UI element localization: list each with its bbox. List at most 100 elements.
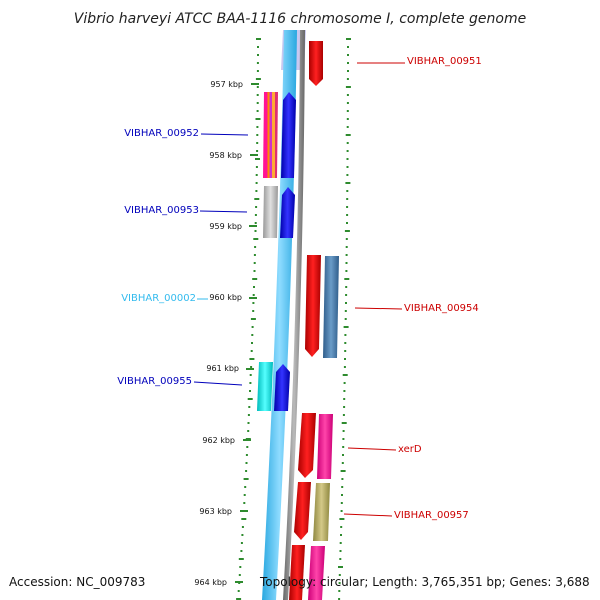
scale-dot — [238, 558, 244, 560]
gene-labels: VIBHAR_00951 VIBHAR_00952 VIBHAR_00953 V… — [117, 56, 482, 521]
scale-dot — [343, 406, 346, 408]
label-vibhar-00954[interactable]: VIBHAR_00954 — [404, 303, 479, 314]
scale-dot — [252, 310, 255, 312]
gene-xerd-box[interactable] — [317, 414, 333, 479]
scale-dot — [239, 566, 242, 568]
gene-vibhar-00954-arrow[interactable] — [305, 255, 321, 357]
scale-dot — [339, 518, 345, 520]
scale-dot — [252, 302, 255, 304]
scale-dot — [247, 414, 250, 416]
gene-vibhar-00951[interactable] — [309, 41, 323, 86]
gene-vibhar-00952-box[interactable] — [263, 92, 278, 178]
scale-dot — [256, 38, 261, 40]
label-vibhar-00002[interactable]: VIBHAR_00002 — [121, 293, 196, 304]
scale-dot — [346, 158, 349, 160]
gene-vibhar-00953-box[interactable] — [263, 186, 278, 238]
scale-dot — [340, 502, 343, 504]
gene-bottom-red[interactable] — [289, 545, 305, 600]
gene-xerd-arrow[interactable] — [298, 413, 316, 478]
gene-vibhar-00953-arrow[interactable] — [280, 187, 295, 238]
scale-dot — [256, 110, 259, 112]
gene-bottom-magenta[interactable] — [308, 546, 325, 600]
tick-label: 957 kbp — [210, 80, 243, 89]
scale-dot — [339, 558, 342, 560]
scale-dot — [255, 206, 258, 208]
scale-dot — [346, 206, 349, 208]
scale-dot — [342, 430, 345, 432]
scale-dot — [342, 438, 345, 440]
scale-dot — [256, 134, 259, 136]
scale-dot — [343, 390, 346, 392]
scale-dot — [257, 46, 259, 48]
scale-dot — [256, 126, 259, 128]
scale-dot — [346, 190, 349, 192]
scale-dot — [345, 294, 348, 296]
scale-dot — [346, 174, 349, 176]
scale-dot — [247, 430, 250, 432]
scale-dot — [345, 302, 347, 304]
scale-dot — [344, 342, 347, 344]
scale-dot — [256, 62, 259, 64]
leader-line — [347, 447, 397, 451]
scale-dot — [241, 526, 244, 528]
label-vibhar-00955[interactable]: VIBHAR_00955 — [117, 376, 192, 387]
scale-dot — [256, 150, 259, 152]
label-vibhar-00953[interactable]: VIBHAR_00953 — [124, 205, 199, 216]
scale-dot — [340, 526, 343, 528]
map-title: Vibrio harveyi ATCC BAA-1116 chromosome … — [74, 11, 526, 27]
scale-dot — [256, 86, 259, 88]
scale-dot — [341, 462, 344, 464]
scale-dot — [342, 446, 345, 448]
tick-label: 961 kbp — [206, 364, 239, 373]
label-xerd[interactable]: xerD — [398, 444, 422, 455]
scale-dot — [252, 294, 255, 296]
scale-dot — [243, 478, 249, 480]
gene-vibhar-00955-box[interactable] — [257, 362, 273, 411]
scale-dot — [338, 566, 343, 568]
scale-dot — [247, 398, 253, 400]
scale-dot — [251, 326, 254, 328]
scale-dot — [248, 406, 251, 408]
scale-dot — [346, 166, 349, 168]
leader-line — [199, 210, 248, 213]
scale-dot — [347, 54, 349, 56]
scale-dot — [346, 38, 351, 40]
scale-dot — [346, 214, 349, 216]
gene-vibhar-00952-arrow[interactable] — [281, 92, 296, 178]
scale-dot — [343, 382, 346, 384]
scale-dot — [346, 150, 349, 152]
tick-label: 963 kbp — [199, 507, 232, 516]
scale-dot — [250, 318, 256, 320]
gene-vibhar-00955-arrow[interactable] — [274, 364, 290, 411]
scale-dot — [252, 278, 258, 280]
scale-dot — [250, 366, 253, 368]
gene-features — [257, 41, 339, 600]
scale-dot — [344, 350, 347, 352]
scale-dot — [347, 62, 349, 64]
scale-ticks: 957 kbp 958 kbp 959 kbp 960 kbp 961 kbp … — [194, 80, 259, 587]
topology-text: Topology: circular; Length: 3,765,351 bp… — [259, 575, 590, 589]
scale-dot — [345, 182, 351, 184]
scale-dot — [342, 374, 348, 376]
label-vibhar-00957[interactable]: VIBHAR_00957 — [394, 510, 469, 521]
label-vibhar-00952[interactable]: VIBHAR_00952 — [124, 128, 199, 139]
gene-vibhar-00957-arrow[interactable] — [294, 482, 311, 540]
scale-dot — [344, 358, 346, 360]
leader-line — [343, 513, 393, 517]
scale-dot — [255, 118, 261, 120]
scale-dot — [253, 254, 256, 256]
tick-label: 962 kbp — [202, 436, 235, 445]
tick-label: 959 kbp — [209, 222, 242, 231]
leader-line — [193, 381, 243, 386]
scale-dot — [338, 582, 341, 584]
gene-vibhar-00957-box[interactable] — [313, 483, 330, 541]
scale-dot — [344, 318, 347, 320]
scale-dot — [255, 158, 260, 160]
scale-dot — [344, 230, 350, 232]
label-vibhar-00951[interactable]: VIBHAR_00951 — [407, 56, 482, 67]
scale-dot — [345, 246, 348, 248]
scale-dot — [251, 334, 254, 336]
gene-vibhar-00954-box[interactable] — [323, 256, 339, 358]
scale-dot — [341, 478, 344, 480]
leader-line — [200, 133, 249, 136]
